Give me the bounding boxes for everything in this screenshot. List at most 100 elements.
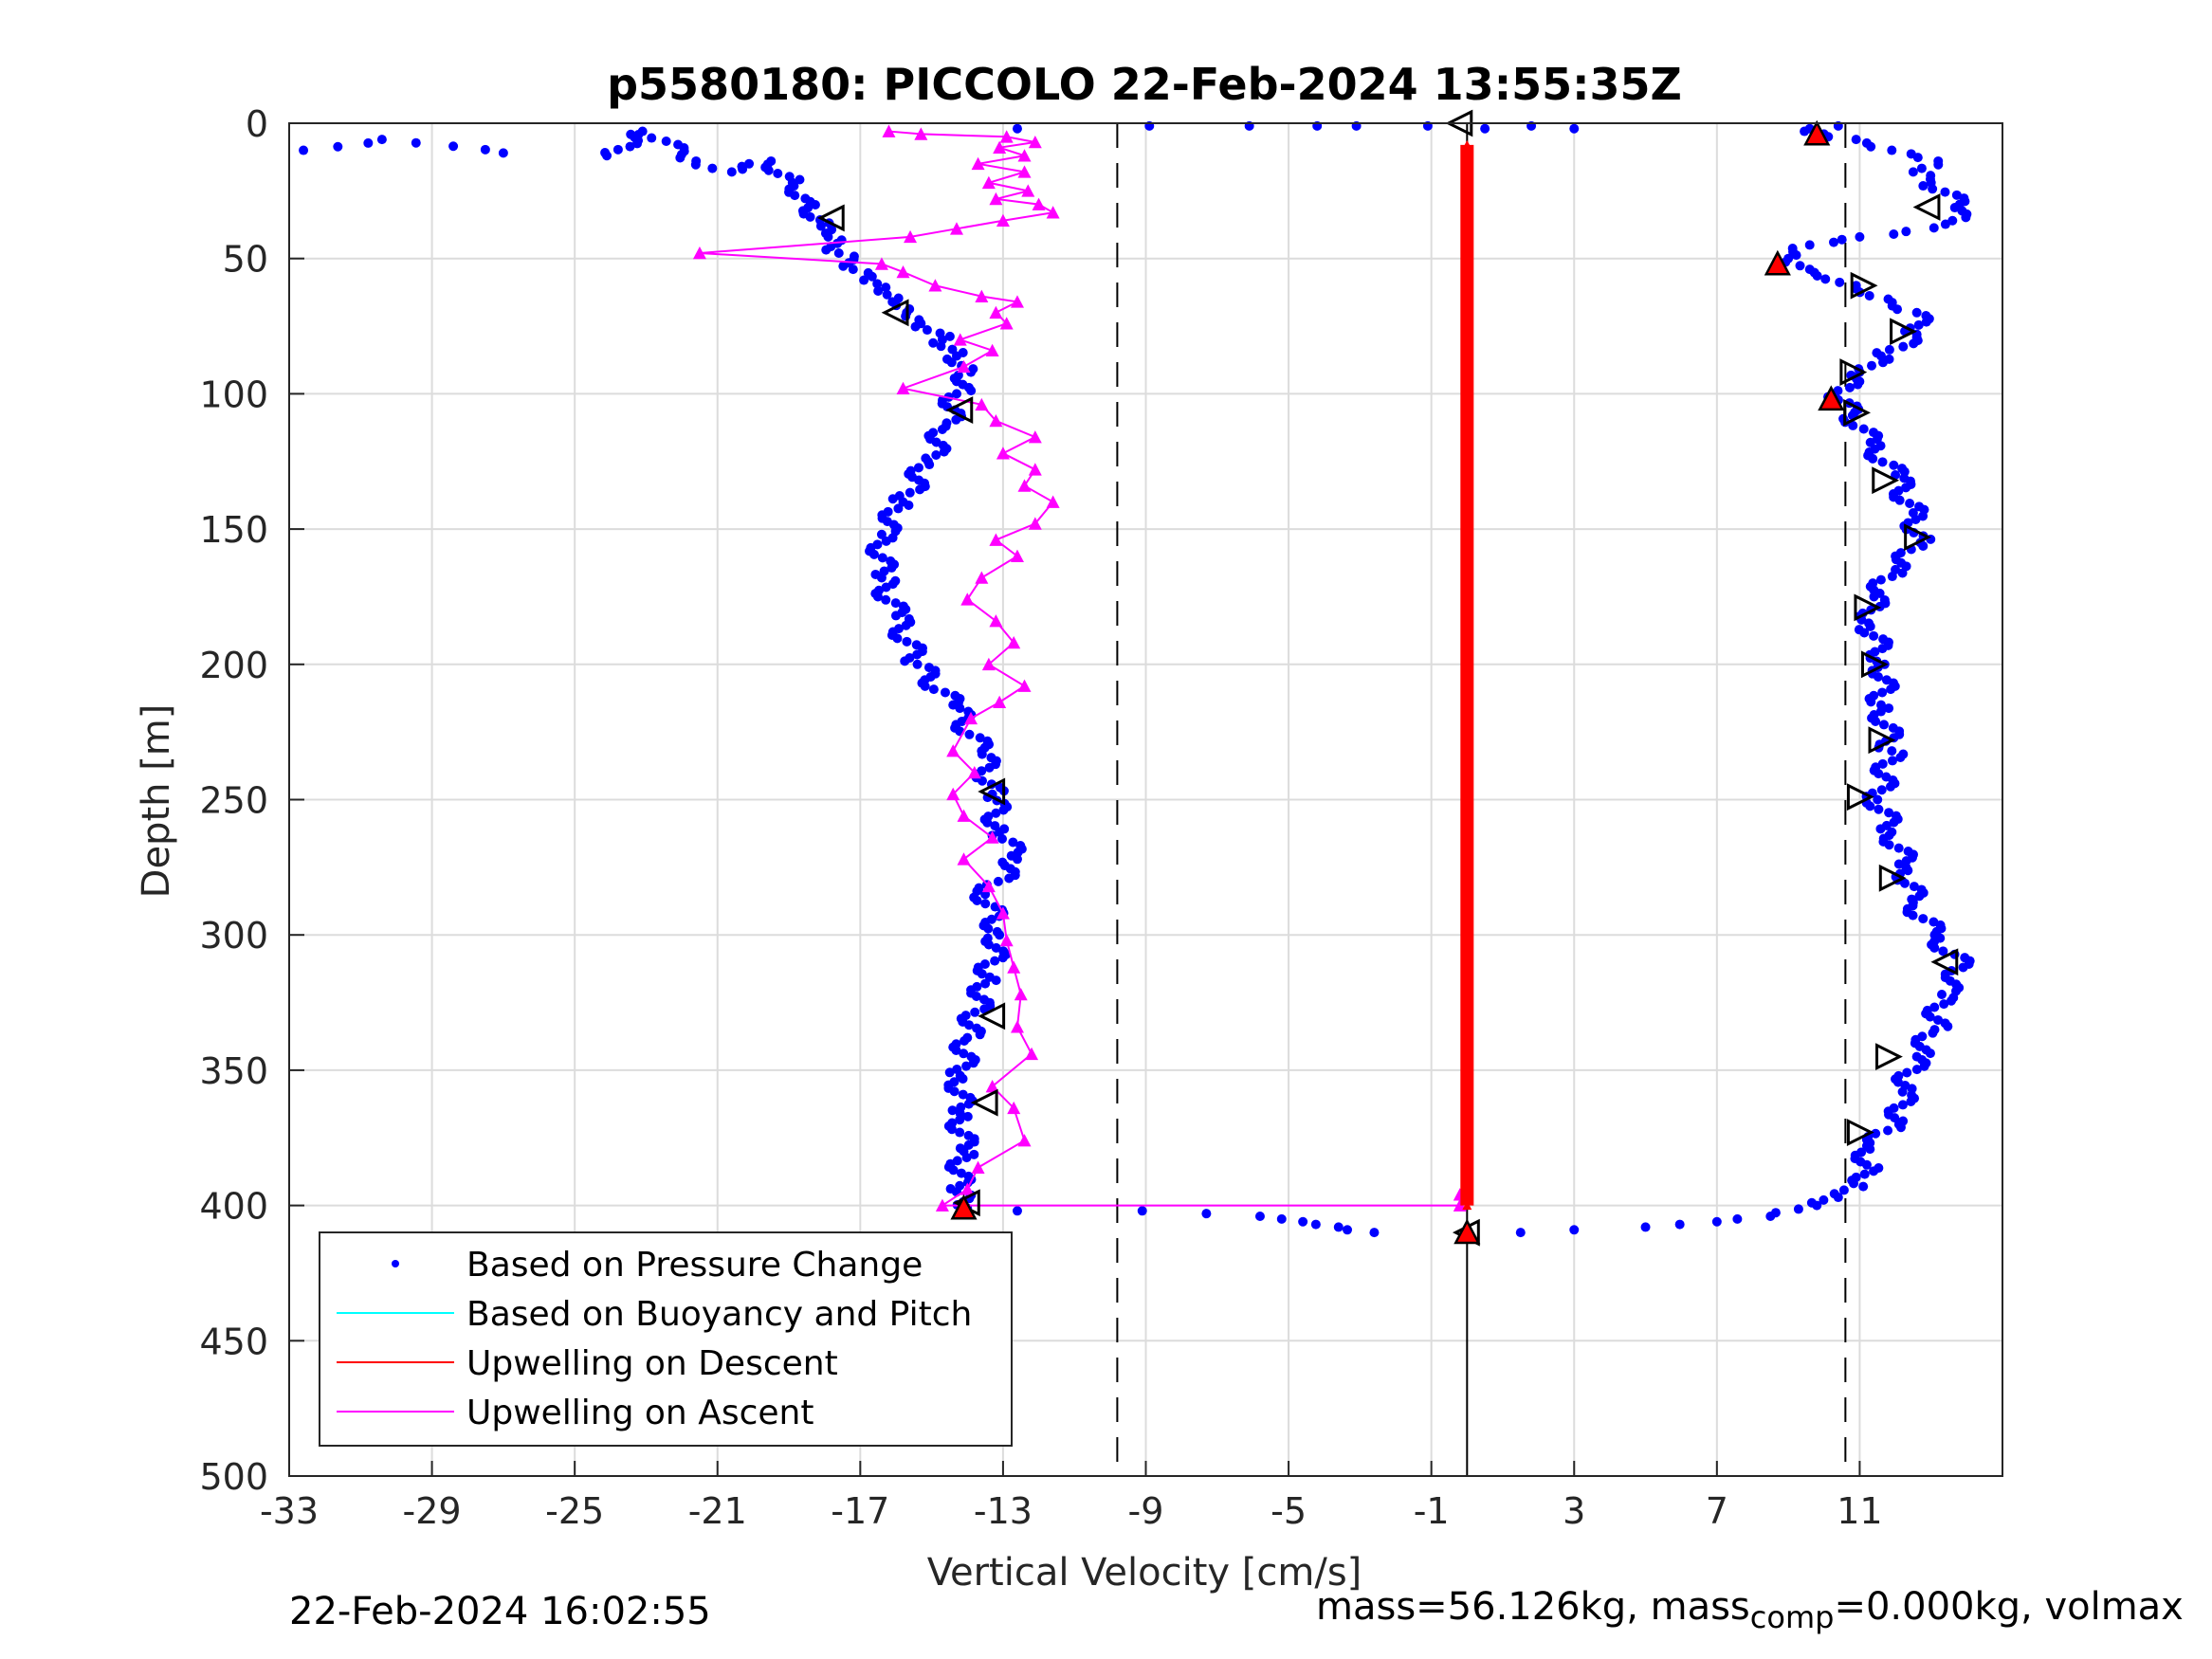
pressure-change-point xyxy=(1201,1209,1212,1219)
upwelling-ascent-marker xyxy=(904,229,918,244)
pressure-change-point xyxy=(1877,687,1888,698)
pressure-change-point xyxy=(600,148,611,158)
pressure-change-point xyxy=(939,447,949,457)
upwelling-descent-marker xyxy=(1462,735,1472,745)
upwelling-ascent-marker xyxy=(874,257,888,270)
x-tick-label: -21 xyxy=(688,1490,747,1532)
upwelling-ascent-marker xyxy=(1017,1134,1032,1147)
upwelling-ascent-marker xyxy=(957,359,971,374)
y-tick-label: 100 xyxy=(199,374,268,415)
pressure-change-point xyxy=(1917,1031,1928,1042)
turn-marker xyxy=(816,204,845,232)
pressure-change-point xyxy=(1887,145,1897,155)
pressure-change-point xyxy=(1137,1206,1147,1216)
pressure-change-point xyxy=(815,221,826,231)
pressure-change-point xyxy=(795,174,805,185)
pressure-change-point xyxy=(1873,794,1883,805)
x-tick-label: 11 xyxy=(1837,1490,1882,1532)
pressure-change-point xyxy=(947,1105,958,1116)
upwelling-descent-marker xyxy=(1462,724,1472,734)
chart-title: p5580180: PICCOLO 22-Feb-2024 13:55:35Z xyxy=(607,59,1682,110)
pressure-change-point xyxy=(949,1086,960,1097)
footer-mass-info: mass=56.126kg, masscomp=0.000kg, volmax xyxy=(1316,1585,2184,1635)
pressure-change-point xyxy=(744,158,755,169)
pressure-change-point xyxy=(959,1048,969,1059)
pressure-change-point xyxy=(1902,1067,1912,1078)
pressure-change-point xyxy=(997,953,1008,963)
pressure-change-point xyxy=(1940,1018,1950,1029)
upwelling-descent-marker xyxy=(1462,443,1472,452)
pressure-change-point xyxy=(1883,294,1893,304)
pressure-change-point xyxy=(1889,229,1899,240)
pressure-change-point xyxy=(1819,1194,1829,1205)
pressure-change-point xyxy=(868,549,879,559)
pressure-change-point xyxy=(1918,914,1929,924)
pressure-change-point xyxy=(1937,989,1947,999)
pressure-change-point xyxy=(1908,507,1918,518)
turn-marker xyxy=(881,299,909,327)
pressure-change-point xyxy=(1835,277,1845,287)
turn-marker xyxy=(1846,1119,1874,1146)
turn-marker xyxy=(945,396,974,424)
pressure-change-point xyxy=(972,895,982,905)
x-tick-label: 3 xyxy=(1563,1490,1585,1532)
mass-suffix: =0.000kg, volmax xyxy=(1834,1585,2184,1629)
upwelling-ascent-marker xyxy=(989,413,1003,428)
upwelling-descent-marker xyxy=(1462,865,1472,875)
pressure-change-point xyxy=(958,1089,968,1100)
pressure-change-point xyxy=(1674,1219,1685,1230)
pressure-change-point xyxy=(1876,700,1887,710)
pressure-change-point xyxy=(944,1067,955,1078)
upwelling-descent-marker xyxy=(1462,713,1472,723)
upwelling-descent-marker xyxy=(1462,1136,1472,1145)
pressure-change-point xyxy=(1884,354,1894,364)
upwelling-ascent-marker xyxy=(989,305,1003,319)
upwelling-descent-marker xyxy=(1462,616,1472,626)
upwelling-descent-marker xyxy=(1462,1146,1472,1157)
pressure-change-point xyxy=(969,1149,979,1159)
pressure-change-point xyxy=(1891,811,1901,821)
pressure-change-point xyxy=(1868,428,1878,438)
pressure-change-point xyxy=(1837,234,1847,245)
pressure-change-point xyxy=(1887,746,1897,757)
turn-marker xyxy=(1843,398,1872,427)
upwelling-descent-marker xyxy=(1462,529,1472,539)
pressure-change-point xyxy=(1875,706,1886,717)
mass-subscript: comp xyxy=(1749,1599,1835,1635)
pressure-change-point xyxy=(1898,341,1909,352)
pressure-change-point xyxy=(363,137,374,148)
upwelling-descent-marker xyxy=(1462,302,1472,312)
pressure-change-point xyxy=(1829,1189,1839,1199)
turn-marker xyxy=(970,1088,998,1117)
pressure-change-point xyxy=(912,659,923,669)
upwelling-descent-marker xyxy=(1462,1048,1472,1059)
upwelling-descent-marker xyxy=(1462,453,1472,464)
legend-label: Upwelling on Descent xyxy=(466,1344,838,1383)
pressure-change-point xyxy=(1889,1103,1899,1113)
upwelling-ascent-marker xyxy=(935,1198,949,1212)
pressure-change-point xyxy=(961,1153,972,1163)
red-marker xyxy=(1453,1218,1481,1245)
pressure-change-point xyxy=(961,1061,972,1071)
upwelling-descent-marker xyxy=(1462,269,1472,280)
pressure-change-point xyxy=(1951,190,1962,200)
upwelling-descent-marker xyxy=(1462,1006,1472,1015)
pressure-change-point xyxy=(983,939,994,950)
pressure-change-point xyxy=(805,211,815,222)
upwelling-ascent-marker xyxy=(993,695,1007,709)
pressure-change-point xyxy=(1929,917,1939,927)
upwelling-ascent-marker xyxy=(985,1080,999,1093)
red-marker xyxy=(1764,249,1791,276)
upwelling-descent-marker xyxy=(1462,605,1472,615)
pressure-change-point xyxy=(1911,1065,1922,1075)
pressure-change-point xyxy=(1569,123,1580,134)
pressure-change-point xyxy=(956,1168,966,1178)
pressure-change-point xyxy=(1897,464,1908,474)
upwelling-descent-marker xyxy=(1462,583,1472,593)
upwelling-descent-marker xyxy=(1462,345,1472,356)
pressure-change-point xyxy=(1310,1219,1321,1230)
upwelling-ascent-marker xyxy=(957,852,971,866)
upwelling-descent-marker xyxy=(1462,627,1472,637)
pressure-change-point xyxy=(1939,999,1949,1010)
